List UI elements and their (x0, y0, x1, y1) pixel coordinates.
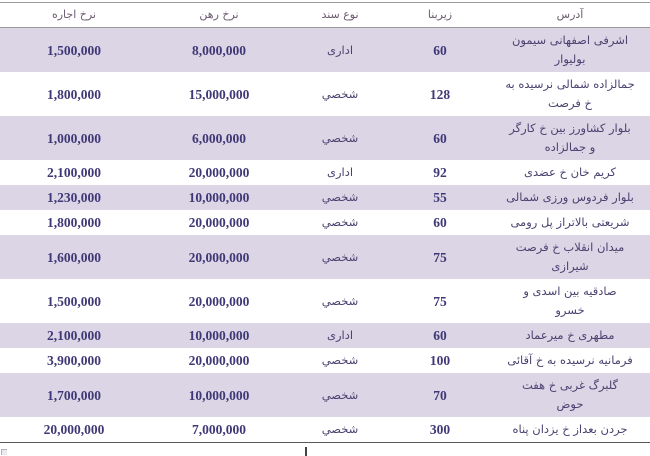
cell-rent: 20,000,000 (43, 422, 105, 437)
cell-doc-type: شخصي (321, 293, 359, 308)
cell-address: اشرفی اصفهانی سیمون بولیوار (490, 27, 650, 72)
cell-mortgage: 6,000,000 (148, 116, 290, 160)
rent-table: آدرس زیربنا نوع سند نرخ رهن نرخ اجاره اش… (0, 2, 650, 443)
cell-doc-type: شخصي (321, 215, 359, 229)
cell-mortgage: 15,000,000 (188, 86, 250, 102)
cell-rent: 1,500,000 (47, 293, 101, 309)
cell-area: 60 (390, 323, 490, 348)
cell-rent: 1,800,000 (47, 215, 101, 230)
cell-doc-type: اداری (290, 323, 390, 348)
cell-doc-type: شخصي (321, 86, 359, 101)
cell-area: 60 (390, 27, 490, 72)
cell-rent: 2,100,000 (0, 323, 148, 348)
cell-mortgage: 20,000,000 (188, 165, 250, 180)
cell-area: 100 (429, 353, 451, 368)
cell-mortgage: 20,000,000 (148, 235, 290, 279)
cell-mortgage: 20,000,000 (188, 215, 250, 230)
column-header-rent: نرخ اجاره (0, 2, 148, 28)
cell-address: گلبرگ غربی خ هفت حوض (490, 373, 650, 417)
cell-doc-type: شخصي (321, 422, 359, 436)
cell-mortgage: 10,000,000 (148, 185, 290, 210)
cell-doc-type: شخصي (290, 185, 390, 210)
cell-area: 60 (390, 116, 490, 160)
cell-area: 60 (433, 215, 447, 230)
table-row: میدان انقلاب خ فرصت شیرازی 75 شخصي 20,00… (0, 235, 650, 279)
cell-rent: 1,500,000 (0, 27, 148, 72)
cell-mortgage: 8,000,000 (148, 27, 290, 72)
cell-address: جمالزاده شمالی نرسیده به خ فرصت (505, 77, 635, 110)
cell-rent: 1,230,000 (0, 185, 148, 210)
cell-area: 300 (429, 422, 451, 437)
cell-rent: 1,800,000 (47, 86, 101, 102)
cell-area: 128 (429, 86, 451, 102)
cell-rent: 3,900,000 (47, 353, 101, 368)
table-row: جردن بعداز خ یزدان پناه 300 شخصي 7,000,0… (0, 417, 650, 443)
cell-doc-type: شخصي (290, 373, 390, 417)
cell-address: بلوار فردوس ورزی شمالی (490, 185, 650, 210)
column-header-mortgage: نرخ رهن (148, 2, 290, 28)
cell-doc-type: شخصي (290, 235, 390, 279)
table-header: آدرس زیربنا نوع سند نرخ رهن نرخ اجاره (0, 2, 650, 28)
cell-mortgage: 20,000,000 (188, 293, 250, 309)
cell-address: کریم خان خ عضدی (524, 165, 616, 179)
screenshot-artifact-corner (1, 449, 7, 455)
cell-rent: 2,100,000 (47, 165, 101, 180)
cell-address: شریعتی بالاتراز پل رومی (510, 215, 630, 229)
table-row: کریم خان خ عضدی 92 اداری 20,000,000 2,10… (0, 160, 650, 185)
table-row: صادقیه بین اسدی و خسرو 75 شخصي 20,000,00… (0, 279, 650, 323)
cell-address: صادقیه بین اسدی و خسرو (523, 284, 617, 317)
cell-area: 75 (390, 235, 490, 279)
cell-mortgage: 10,000,000 (148, 323, 290, 348)
cell-rent: 1,600,000 (0, 235, 148, 279)
table-row: گلبرگ غربی خ هفت حوض 70 شخصي 10,000,000 … (0, 373, 650, 417)
cell-area: 92 (433, 165, 447, 180)
cell-doc-type: شخصي (290, 116, 390, 160)
cell-address: بلوار کشاورز بین خ کارگر و جمالزاده (490, 116, 650, 160)
cell-address: جردن بعداز خ یزدان پناه (512, 422, 628, 436)
table-row: جمالزاده شمالی نرسیده به خ فرصت 128 شخصي… (0, 72, 650, 116)
cell-area: 75 (433, 293, 447, 309)
table-row: مطهری خ میرعماد 60 اداری 10,000,000 2,10… (0, 323, 650, 348)
table-body: اشرفی اصفهانی سیمون بولیوار 60 اداری 8,0… (0, 27, 650, 443)
cell-rent: 1,700,000 (0, 373, 148, 417)
table-row: فرمانیه نرسیده به خ آقائی 100 شخصي 20,00… (0, 348, 650, 373)
header-row: آدرس زیربنا نوع سند نرخ رهن نرخ اجاره (0, 2, 650, 28)
cell-address: مطهری خ میرعماد (490, 323, 650, 348)
table-row: بلوار کشاورز بین خ کارگر و جمالزاده 60 ش… (0, 116, 650, 160)
cell-area: 70 (390, 373, 490, 417)
cell-area: 55 (390, 185, 490, 210)
cell-doc-type: شخصي (321, 353, 359, 367)
cell-doc-type: اداری (290, 27, 390, 72)
column-header-doc-type: نوع سند (290, 2, 390, 28)
column-header-address: آدرس (490, 2, 650, 28)
cell-mortgage: 7,000,000 (192, 422, 246, 437)
cell-mortgage: 20,000,000 (188, 353, 250, 368)
cell-address: فرمانیه نرسیده به خ آقائی (507, 353, 633, 367)
column-header-area: زیربنا (390, 2, 490, 28)
table-row: اشرفی اصفهانی سیمون بولیوار 60 اداری 8,0… (0, 27, 650, 72)
table-row: بلوار فردوس ورزی شمالی 55 شخصي 10,000,00… (0, 185, 650, 210)
screenshot-artifact-tick (305, 447, 307, 456)
cell-rent: 1,000,000 (0, 116, 148, 160)
cell-address: میدان انقلاب خ فرصت شیرازی (490, 235, 650, 279)
table-row: شریعتی بالاتراز پل رومی 60 شخصي 20,000,0… (0, 210, 650, 235)
cell-doc-type: اداری (326, 165, 354, 179)
cell-mortgage: 10,000,000 (148, 373, 290, 417)
